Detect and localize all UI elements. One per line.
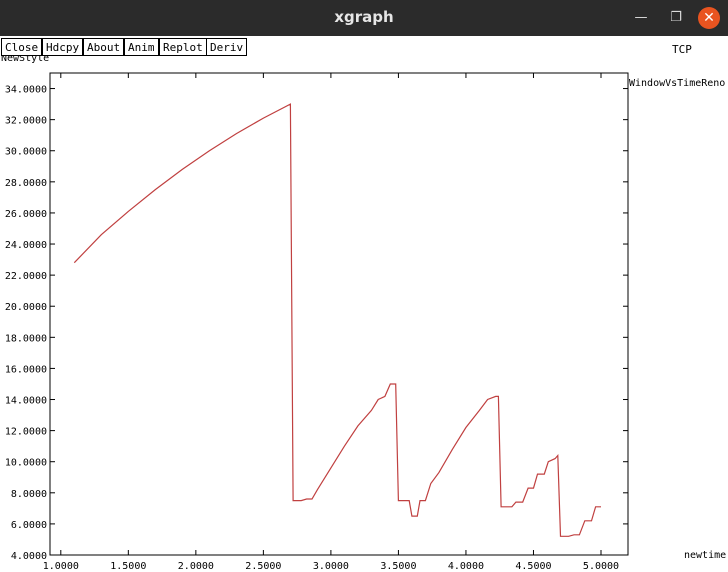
y-tick-label: 14.0000	[5, 396, 47, 407]
minimize-icon[interactable]: —	[634, 10, 648, 25]
x-tick-label: 2.0000	[178, 561, 214, 572]
close-window-icon[interactable]: ✕	[698, 7, 720, 29]
x-tick-label: 2.5000	[245, 561, 281, 572]
y-tick-label: 34.0000	[5, 85, 47, 96]
y-tick-label: 32.0000	[5, 116, 47, 127]
y-axis: 4.0000 6.0000 8.0000 10.0000 12.0000 14.0000 1…	[5, 85, 628, 562]
y-tick-label: 6.0000	[11, 520, 47, 531]
about-button[interactable]: About	[83, 38, 125, 56]
anim-button[interactable]: Anim	[124, 38, 159, 56]
y-tick-label: 18.0000	[5, 333, 47, 344]
x-axis-label: newtime	[684, 550, 726, 561]
x-tick-label: 1.0000	[43, 561, 79, 572]
y-tick-label: 12.0000	[5, 427, 47, 438]
y-tick-label: 8.0000	[11, 489, 47, 500]
x-tick-label: 3.0000	[313, 561, 349, 572]
y-tick-label: 16.0000	[5, 364, 47, 375]
replot-button[interactable]: Replot	[159, 38, 207, 56]
y-tick-label: 28.0000	[5, 178, 47, 189]
deriv-button[interactable]: Deriv	[206, 38, 248, 56]
window-titlebar[interactable]: xgraph — ❐ ✕	[0, 0, 728, 36]
x-axis: 1.0000 1.5000 2.0000 2.5000 3.0000 3.5000 4.00…	[43, 73, 619, 572]
maximize-icon[interactable]: ❐	[670, 10, 682, 25]
y-tick-label: 10.0000	[5, 458, 47, 469]
series-line-windowvstimereno	[73, 103, 601, 537]
legend-label-windowvstimereno: WindowVsTimeReno	[629, 78, 725, 89]
y-tick-label: 30.0000	[5, 147, 47, 158]
window-title: xgraph	[334, 8, 394, 26]
x-tick-label: 1.5000	[110, 561, 146, 572]
y-axis-label: NewStyle	[1, 53, 49, 64]
close-button[interactable]: Close	[1, 38, 43, 56]
y-tick-label: 22.0000	[5, 271, 47, 282]
x-tick-label: 5.0000	[583, 561, 619, 572]
y-tick-label: 26.0000	[5, 209, 47, 220]
y-tick-label: 20.0000	[5, 302, 47, 313]
y-tick-label: 24.0000	[5, 240, 47, 251]
graph-title: TCP	[672, 43, 692, 56]
x-tick-label: 4.5000	[515, 561, 551, 572]
hdcpy-button[interactable]: Hdcpy	[42, 38, 84, 56]
y-tick-label: 4.0000	[11, 551, 47, 562]
x-tick-label: 3.5000	[380, 561, 416, 572]
plot-frame	[49, 72, 629, 556]
x-tick-label: 4.0000	[448, 561, 484, 572]
